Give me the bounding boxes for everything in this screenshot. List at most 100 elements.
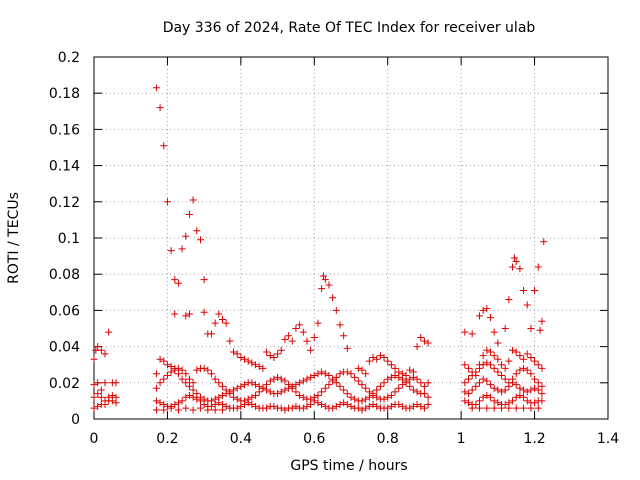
data-point	[321, 370, 329, 378]
data-point	[160, 406, 168, 414]
data-point	[163, 198, 171, 206]
data-point	[538, 390, 546, 398]
data-point	[531, 399, 539, 407]
y-tick-label: 0.1	[58, 231, 80, 247]
chart-title: Day 336 of 2024, Rate Of TEC Index for r…	[163, 20, 536, 36]
data-point	[325, 372, 333, 380]
data-point	[538, 397, 546, 405]
data-point	[90, 393, 98, 401]
data-point	[303, 337, 311, 345]
data-point	[406, 404, 414, 412]
data-point	[520, 364, 528, 372]
data-point	[215, 399, 223, 407]
data-point	[373, 386, 381, 394]
data-point	[351, 395, 359, 403]
data-point	[241, 381, 249, 389]
data-point	[314, 399, 322, 407]
data-point	[380, 379, 388, 387]
data-point	[409, 402, 417, 410]
data-point	[402, 372, 410, 380]
data-point	[417, 379, 425, 387]
data-point	[189, 406, 197, 414]
data-point	[296, 391, 304, 399]
data-point	[230, 348, 238, 356]
data-point	[156, 379, 164, 387]
data-point	[358, 406, 366, 414]
data-point	[319, 272, 327, 280]
data-point	[380, 395, 388, 403]
data-point	[274, 350, 282, 358]
data-point	[303, 402, 311, 410]
data-point	[362, 404, 370, 412]
data-point	[420, 404, 428, 412]
data-point	[274, 390, 282, 398]
data-point	[420, 390, 428, 398]
y-tick-label: 0.02	[49, 376, 80, 392]
data-point	[266, 352, 274, 360]
data-point	[531, 286, 539, 294]
data-point	[479, 352, 487, 360]
data-point	[531, 384, 539, 392]
data-point	[391, 388, 399, 396]
data-point	[263, 348, 271, 356]
data-point	[233, 395, 241, 403]
data-point	[196, 236, 204, 244]
data-point	[468, 372, 476, 380]
y-tick-label: 0.04	[49, 340, 80, 356]
data-point	[420, 382, 428, 390]
data-point	[90, 355, 98, 363]
data-point	[281, 406, 289, 414]
data-point	[479, 361, 487, 369]
data-point	[292, 388, 300, 396]
data-point	[182, 379, 190, 387]
data-point	[483, 404, 491, 412]
data-point	[182, 370, 190, 378]
data-point	[472, 382, 480, 390]
data-point	[185, 391, 193, 399]
data-point	[270, 402, 278, 410]
data-point	[266, 388, 274, 396]
data-point	[369, 401, 377, 409]
y-tick-label: 0.2	[58, 50, 80, 66]
data-point	[285, 332, 293, 340]
data-point	[354, 377, 362, 385]
data-point	[233, 404, 241, 412]
data-point	[536, 326, 544, 334]
data-point	[167, 247, 175, 255]
data-point	[259, 364, 267, 372]
y-tick-label: 0.14	[49, 159, 80, 175]
data-point	[336, 370, 344, 378]
data-point	[358, 397, 366, 405]
data-point	[182, 404, 190, 412]
data-point	[263, 381, 271, 389]
data-point	[94, 402, 102, 410]
data-point	[237, 402, 245, 410]
data-point	[501, 401, 509, 409]
data-point	[248, 401, 256, 409]
data-point	[501, 364, 509, 372]
data-point	[160, 357, 168, 365]
data-point	[108, 397, 116, 405]
data-point	[512, 404, 520, 412]
data-point	[277, 375, 285, 383]
plot-frame	[93, 56, 609, 420]
data-point	[351, 373, 359, 381]
data-point	[97, 346, 105, 354]
data-point	[409, 368, 417, 376]
data-point	[362, 370, 370, 378]
data-point	[417, 334, 425, 342]
data-point	[160, 375, 168, 383]
data-point	[534, 263, 542, 271]
data-point	[171, 310, 179, 318]
data-point	[314, 319, 322, 327]
data-point	[461, 379, 469, 387]
data-point	[534, 386, 542, 394]
data-point	[468, 330, 476, 338]
data-point	[505, 382, 513, 390]
data-point	[523, 397, 531, 405]
data-point	[196, 397, 204, 405]
data-point	[347, 370, 355, 378]
data-point	[413, 401, 421, 409]
data-point	[512, 393, 520, 401]
data-point	[527, 353, 535, 361]
